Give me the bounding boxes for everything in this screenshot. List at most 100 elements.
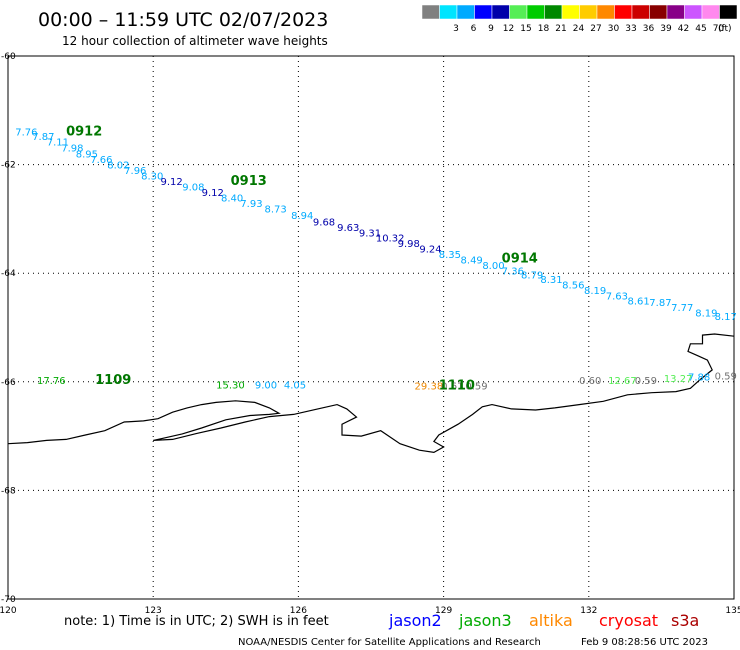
legend-label: 33 [625, 24, 636, 34]
swh-value: 7.88 [688, 373, 710, 384]
swh-value: 9.24 [419, 245, 441, 256]
legend-label: 9 [488, 24, 494, 34]
legend-swatch [561, 4, 580, 20]
swh-value: 9.12 [202, 188, 224, 199]
swh-value: 12.67 [608, 376, 637, 387]
swh-value: 7.96 [124, 166, 146, 177]
legend-label: 36 [643, 24, 655, 34]
satellite-name: altika [529, 611, 573, 630]
legend-swatch [491, 4, 510, 20]
lat-tick-label: -64 [1, 269, 16, 279]
swh-value: 8.49 [461, 255, 483, 266]
swh-value: 9.68 [313, 217, 335, 228]
legend-label: 12 [503, 24, 514, 34]
swh-value: 8.40 [221, 194, 243, 205]
legend-swatch [474, 4, 493, 20]
legend-swatch [666, 4, 685, 20]
legend-swatch [456, 4, 475, 20]
satellite-legend: jason2 jason3 altika cryosat s3a [388, 611, 699, 630]
legend-label: 3 [453, 24, 459, 34]
lon-tick-label: 126 [290, 606, 307, 616]
swh-value: 0.59 [465, 381, 487, 392]
map-title: 00:00 – 11:59 UTC 02/07/2023 [38, 9, 328, 31]
swh-value: 8.61 [628, 297, 650, 308]
swh-value: 8.19 [584, 286, 606, 297]
swh-value: 7.77 [671, 303, 693, 314]
swh-value: 0.59 [715, 372, 737, 383]
legend-swatch [684, 4, 703, 20]
legend-label: 18 [538, 24, 550, 34]
swh-value: 7.63 [606, 291, 628, 302]
legend-swatch [544, 4, 563, 20]
legend-swatch [631, 4, 650, 20]
swh-value: 9.31 [359, 228, 381, 239]
legend-swatch [649, 4, 668, 20]
lat-tick-label: -62 [1, 161, 16, 171]
legend-swatch [701, 4, 720, 20]
swh-value: 8.19 [695, 309, 717, 320]
footer-timestamp: Feb 9 08:28:56 UTC 2023 [581, 637, 708, 648]
pass-time-label: 0913 [231, 174, 267, 189]
legend-swatch [421, 4, 440, 20]
lon-tick-label: 135 [725, 606, 740, 616]
swh-value: 8.73 [265, 204, 287, 215]
swh-value: 7.11 [47, 138, 69, 149]
swh-value: 9.08 [182, 183, 204, 194]
swh-value: 17.76 [37, 376, 66, 387]
swh-value: 9.00 [255, 380, 277, 391]
lon-tick-label: 120 [0, 606, 17, 616]
lon-tick-label: 132 [580, 606, 597, 616]
color-legend: 3 6 9 12 15 18 21 24 27 30 33 36 39 42 45 70(ft) [421, 4, 738, 34]
swh-value: 7.87 [32, 132, 54, 143]
legend-label: 21 [555, 24, 566, 34]
satellite-name: jason3 [458, 611, 512, 630]
coastline [7, 333, 735, 454]
legend-swatch [579, 4, 598, 20]
swh-value: 4.05 [284, 380, 306, 391]
swh-value: 7.87 [649, 298, 671, 309]
footer-credit: NOAA/NESDIS Center for Satellite Applica… [238, 637, 541, 648]
swh-value: 9.98 [398, 239, 420, 250]
swh-value: 8.94 [291, 211, 313, 222]
pass-time-label: 0912 [66, 124, 102, 139]
satellite-name: jason2 [388, 611, 442, 630]
legend-swatch [596, 4, 615, 20]
swh-value: 8.02 [107, 160, 129, 171]
legend-label: 24 [573, 24, 585, 34]
swh-value: 9.63 [337, 223, 359, 234]
swh-value: 8.95 [76, 150, 98, 161]
footer-note: note: 1) Time is in UTC; 2) SWH is in fe… [64, 614, 329, 629]
swh-value: 8.30 [141, 171, 163, 182]
lat-tick-label: -60 [1, 52, 16, 62]
swh-value: 8.00 [482, 261, 504, 272]
swh-value: 13.27 [664, 374, 693, 385]
swh-value: 8.79 [521, 271, 543, 282]
swh-value: 7.66 [90, 155, 112, 166]
legend-unit: (ft) [718, 24, 732, 34]
satellite-name: s3a [671, 611, 699, 630]
pass-time-label: 0914 [502, 251, 538, 266]
legend-swatch [509, 4, 528, 20]
swh-value: 9.12 [160, 177, 182, 188]
swh-value: 0.61 [441, 381, 463, 392]
swh-value: 8.31 [540, 275, 562, 286]
lon-tick-label: 129 [435, 606, 452, 616]
pass-time-label: 1109 [95, 373, 131, 388]
swh-values: 7.767.877.117.988.957.668.027.968.309.12… [15, 127, 737, 392]
lat-tick-label: -68 [1, 486, 16, 496]
swh-value: 0.60 [579, 376, 601, 387]
swh-value: 29.38 [415, 381, 444, 392]
lon-tick-label: 123 [145, 606, 162, 616]
swh-value: 8.17 [715, 312, 737, 323]
swh-value: 7.76 [15, 127, 37, 138]
legend-swatch [439, 4, 458, 20]
swh-value: 8.56 [562, 280, 584, 291]
map-frame [7, 55, 735, 600]
legend-label: 15 [520, 24, 531, 34]
swh-value: 0.59 [635, 376, 657, 387]
legend-label: 6 [471, 24, 477, 34]
legend-swatch [614, 4, 633, 20]
swh-value: 8.35 [439, 250, 461, 261]
legend-label: 45 [695, 24, 706, 34]
